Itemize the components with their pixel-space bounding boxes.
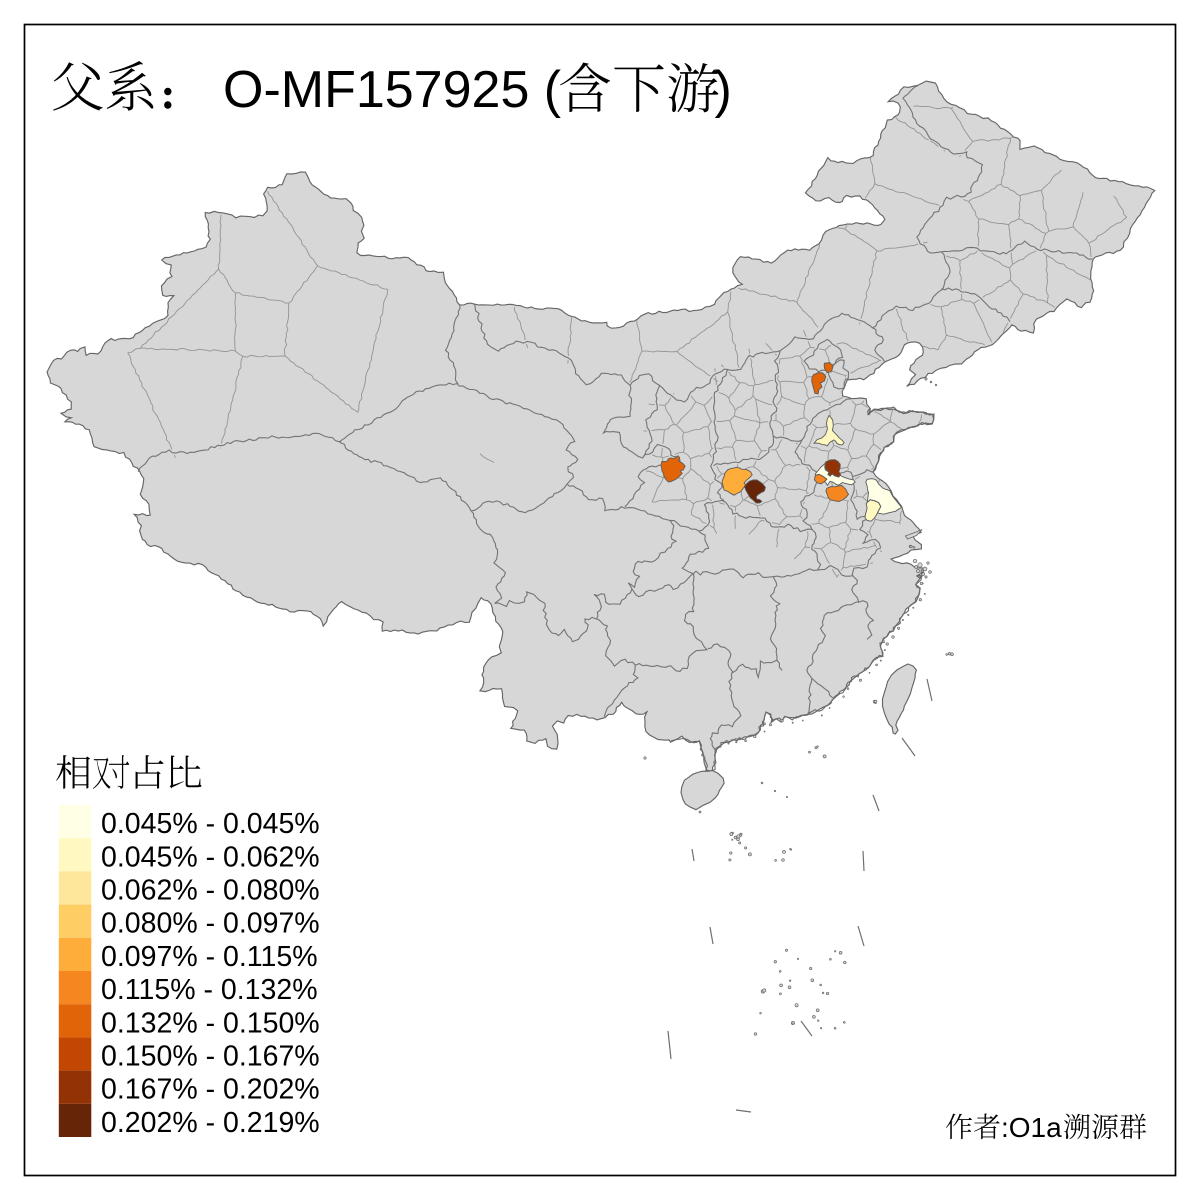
svg-text:0.045% - 0.062%: 0.045% - 0.062% [101, 841, 320, 873]
svg-text:0.167% - 0.202%: 0.167% - 0.202% [101, 1074, 320, 1106]
svg-text:0.045% - 0.045%: 0.045% - 0.045% [101, 808, 320, 840]
svg-text:0.097% - 0.115%: 0.097% - 0.115% [101, 941, 318, 973]
svg-text:0.150% - 0.167%: 0.150% - 0.167% [101, 1041, 320, 1073]
svg-text:0.132% - 0.150%: 0.132% - 0.150% [101, 1007, 320, 1039]
svg-text:0.062% - 0.080%: 0.062% - 0.080% [101, 875, 320, 907]
svg-text:0.202% - 0.219%: 0.202% - 0.219% [101, 1107, 320, 1139]
svg-text:O-MF157925 (: O-MF157925 ( [223, 61, 562, 119]
svg-text:0.115% - 0.132%: 0.115% - 0.132% [101, 974, 318, 1006]
svg-text::O1a: :O1a [1001, 1112, 1062, 1143]
svg-text:0.080% - 0.097%: 0.080% - 0.097% [101, 908, 320, 940]
svg-text:): ) [715, 61, 732, 119]
